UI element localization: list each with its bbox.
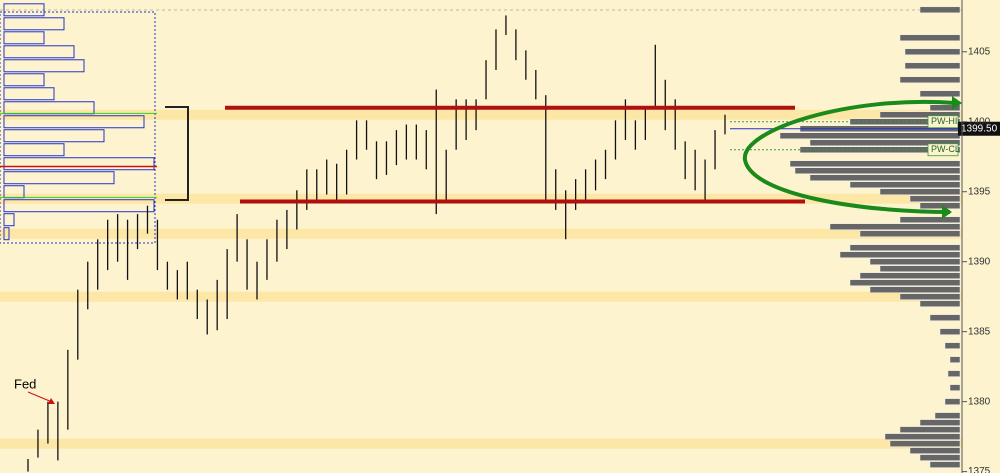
left-profile-bar bbox=[3, 143, 65, 157]
profile-bar bbox=[809, 174, 961, 181]
annotation-arrow bbox=[27, 391, 53, 403]
profile-bar bbox=[859, 230, 961, 237]
left-profile-bar bbox=[3, 199, 155, 213]
profile-bar bbox=[789, 160, 961, 167]
profile-bar bbox=[869, 258, 961, 265]
profile-bar bbox=[929, 104, 961, 112]
y-tick-label: 1390 bbox=[968, 256, 991, 267]
profile-bar bbox=[919, 454, 961, 461]
profile-bar bbox=[899, 426, 961, 433]
zone bbox=[0, 109, 962, 120]
profile-bar bbox=[904, 62, 961, 70]
profile-bar bbox=[949, 384, 961, 391]
left-profile-bar bbox=[3, 31, 45, 45]
marker-label: PW-HI bbox=[931, 116, 957, 126]
marker-box bbox=[927, 143, 959, 157]
profile-bar bbox=[794, 167, 961, 174]
zone bbox=[0, 193, 962, 204]
profile-bar bbox=[944, 342, 961, 349]
profile-bar bbox=[849, 279, 961, 286]
left-profile-bar bbox=[3, 3, 45, 17]
left-profile-bar bbox=[3, 227, 10, 241]
marker-label: PW-CL bbox=[931, 144, 960, 154]
y-tick-label: 1380 bbox=[968, 396, 991, 407]
profile-bar bbox=[899, 293, 961, 300]
y-tick-label: 1395 bbox=[968, 186, 991, 197]
left-profile-bar bbox=[3, 45, 75, 59]
profile-bar bbox=[889, 440, 961, 447]
left-profile-bar bbox=[3, 59, 85, 73]
profile-bar bbox=[909, 195, 961, 202]
profile-bar bbox=[859, 272, 961, 279]
left-profile-bar bbox=[3, 73, 45, 87]
last-price-label: 1399.50 bbox=[961, 123, 998, 134]
arrow-heads bbox=[942, 96, 962, 219]
profile-bar bbox=[939, 328, 961, 335]
profile-bar bbox=[904, 48, 961, 56]
zone bbox=[0, 438, 962, 449]
y-tick-label: 1400 bbox=[968, 116, 991, 127]
profile-bar bbox=[929, 314, 961, 321]
profile-bar bbox=[909, 447, 961, 454]
profile-bar bbox=[879, 265, 961, 272]
profile-bar bbox=[899, 34, 961, 42]
profile-bar bbox=[879, 111, 961, 119]
profile-bar bbox=[779, 132, 961, 139]
bracket bbox=[165, 106, 189, 201]
left-profile-bar bbox=[3, 157, 155, 171]
profile-bar bbox=[919, 202, 961, 209]
profile-bar bbox=[849, 181, 961, 188]
profile-bar bbox=[829, 223, 961, 230]
left-profile-bar bbox=[3, 129, 105, 143]
y-tick-label: 1385 bbox=[968, 326, 991, 337]
y-tick-label: 1375 bbox=[968, 466, 991, 473]
profile-bar bbox=[934, 412, 961, 419]
profile-bar bbox=[899, 76, 961, 84]
profile-bar bbox=[849, 244, 961, 251]
profile-bar bbox=[839, 251, 961, 258]
profile-bar bbox=[869, 286, 961, 293]
zone bbox=[0, 228, 962, 239]
left-profile-bar bbox=[3, 213, 15, 227]
annotation-arrow-head bbox=[48, 398, 55, 404]
profile-bar bbox=[949, 356, 961, 363]
arrow-curve bbox=[742, 99, 956, 214]
left-profile-bar bbox=[3, 171, 115, 185]
profile-bar bbox=[947, 370, 961, 377]
left-profile-bar bbox=[3, 87, 55, 101]
profile-bar bbox=[919, 6, 961, 14]
profile-bar bbox=[919, 300, 961, 307]
profile-bar bbox=[879, 188, 961, 195]
left-profile-bar bbox=[3, 17, 65, 31]
profile-box bbox=[0, 11, 156, 244]
profile-bar bbox=[919, 90, 961, 98]
annotation: Fed bbox=[14, 376, 36, 391]
profile-bar bbox=[884, 433, 961, 440]
profile-bar bbox=[919, 419, 961, 426]
left-profile-bar bbox=[3, 115, 145, 129]
profile-bar bbox=[929, 461, 961, 468]
y-tick-label: 1405 bbox=[968, 46, 991, 57]
profile-bar bbox=[944, 398, 961, 405]
profile-bar bbox=[809, 139, 961, 146]
zone bbox=[0, 291, 962, 302]
last-price-box bbox=[958, 121, 1000, 136]
profile-bar bbox=[899, 216, 961, 223]
